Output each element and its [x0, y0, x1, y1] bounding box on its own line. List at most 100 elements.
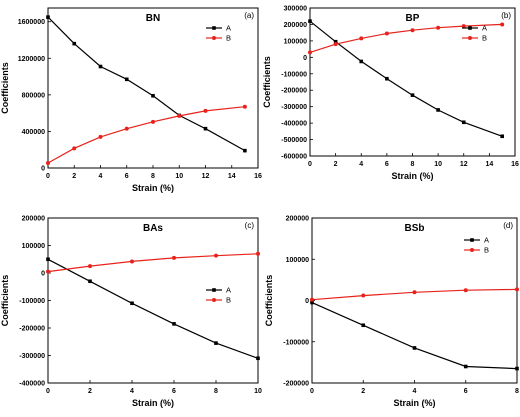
data-point-B	[203, 108, 208, 113]
y-tick-label: 0	[305, 298, 309, 305]
data-point-A	[500, 134, 504, 139]
x-tick-label: 4	[413, 388, 417, 395]
legend-marker-B	[212, 298, 216, 302]
x-tick-label: 0	[46, 388, 50, 395]
chart-title: BAs	[143, 223, 163, 234]
x-tick-label: 2	[334, 161, 338, 168]
y-tick-label: -400000	[19, 381, 45, 388]
data-point-A	[436, 108, 440, 112]
legend-marker-A	[212, 26, 216, 30]
data-point-A	[412, 346, 417, 350]
legend-marker-A	[212, 288, 216, 292]
data-point-A	[461, 120, 466, 125]
y-tick-label: 100000	[286, 257, 309, 264]
legend-label-B: B	[482, 34, 487, 43]
data-point-A	[359, 59, 364, 64]
y-tick-label: 200000	[22, 216, 45, 223]
y-tick-label: 200000	[286, 216, 309, 223]
y-tick-label: -300000	[281, 104, 307, 111]
data-point-B	[359, 36, 364, 41]
x-tick-label: 4	[99, 173, 103, 180]
data-point-B	[461, 24, 466, 29]
y-tick-label: 300000	[284, 6, 307, 13]
y-axis-label: Coefficients	[262, 56, 272, 108]
data-point-B	[98, 134, 103, 139]
y-tick-label: -400000	[281, 121, 307, 128]
legend: AB	[464, 236, 489, 255]
x-tick-label: 6	[172, 388, 176, 395]
y-tick-label: 0	[303, 55, 307, 62]
data-point-B	[88, 264, 92, 269]
data-point-A	[151, 93, 155, 98]
data-point-B	[412, 290, 417, 295]
data-point-A	[385, 76, 389, 81]
panel-label: (c)	[245, 221, 255, 230]
x-axis-label: Strain (%)	[132, 398, 174, 408]
y-tick-label: 800000	[22, 92, 45, 99]
x-tick-label: 0	[46, 173, 50, 180]
x-tick-label: 12	[202, 173, 210, 180]
x-tick-label: 0	[308, 161, 312, 168]
chart-title: BP	[406, 13, 420, 24]
y-axis-label: Coefficients	[0, 275, 10, 327]
x-tick-label: 10	[254, 388, 262, 395]
data-point-A	[243, 148, 247, 153]
y-tick-label: 1200000	[18, 56, 45, 63]
x-axis-label: Strain (%)	[391, 171, 433, 181]
data-point-B	[384, 31, 389, 36]
data-point-A	[515, 366, 519, 371]
y-tick-label: 1600000	[18, 19, 45, 26]
y-tick-label: -100000	[281, 71, 307, 78]
chart-panel-2: 0 2 4 6 8 10 12 14 16 -600000 -500000 -400000 -30000…	[262, 6, 519, 182]
x-tick-label: 6	[464, 388, 468, 395]
x-axis-label: Strain (%)	[132, 183, 174, 193]
data-point-B	[46, 160, 50, 165]
x-tick-label: 4	[359, 161, 363, 168]
y-axis-label: Coefficients	[264, 275, 274, 327]
y-tick-label: 100000	[284, 38, 307, 45]
x-tick-label: 4	[130, 388, 134, 395]
legend-label-A: A	[226, 24, 231, 33]
legend-label-B: B	[226, 296, 231, 305]
data-point-A	[203, 126, 208, 131]
data-point-B	[515, 287, 519, 292]
x-tick-label: 14	[485, 161, 493, 168]
data-point-B	[463, 288, 468, 293]
chart-panel-4: 0 2 4 6 8 -200000 -100000 0 100000 200000 Strain (…	[264, 216, 519, 409]
legend-label-B: B	[226, 34, 231, 43]
x-tick-label: 16	[511, 161, 519, 168]
panel-label: (a)	[244, 11, 254, 20]
y-tick-label: -200000	[19, 326, 45, 333]
data-point-B	[124, 126, 129, 131]
x-tick-label: 12	[460, 161, 468, 168]
data-point-B	[256, 251, 260, 256]
panel-label: (b)	[501, 11, 511, 20]
x-tick-label: 2	[72, 173, 76, 180]
series-line-A	[311, 302, 518, 370]
series-line-A	[47, 258, 259, 359]
y-tick-label: 400000	[22, 129, 45, 136]
legend: AB	[206, 24, 231, 43]
data-point-B	[308, 50, 312, 55]
series-line-B	[309, 23, 503, 53]
data-point-B	[361, 293, 366, 298]
data-point-A	[46, 15, 50, 19]
series-line-B	[47, 106, 245, 164]
legend: AB	[462, 24, 487, 43]
x-tick-label: 6	[385, 161, 389, 168]
data-point-A	[72, 41, 77, 46]
data-point-B	[436, 25, 441, 30]
data-point-B	[130, 259, 134, 264]
chart-title: BSb	[405, 223, 425, 234]
y-tick-label: -600000	[281, 154, 307, 161]
data-point-A	[98, 64, 103, 69]
legend-marker-A	[470, 238, 474, 242]
legend-marker-B	[470, 248, 474, 252]
data-point-B	[500, 22, 505, 27]
data-point-B	[333, 42, 338, 47]
x-tick-label: 10	[175, 173, 183, 180]
x-tick-label: 16	[254, 173, 262, 180]
y-tick-label: -500000	[281, 137, 307, 144]
y-tick-label: 0	[41, 271, 45, 278]
y-tick-label: -100000	[19, 298, 45, 305]
